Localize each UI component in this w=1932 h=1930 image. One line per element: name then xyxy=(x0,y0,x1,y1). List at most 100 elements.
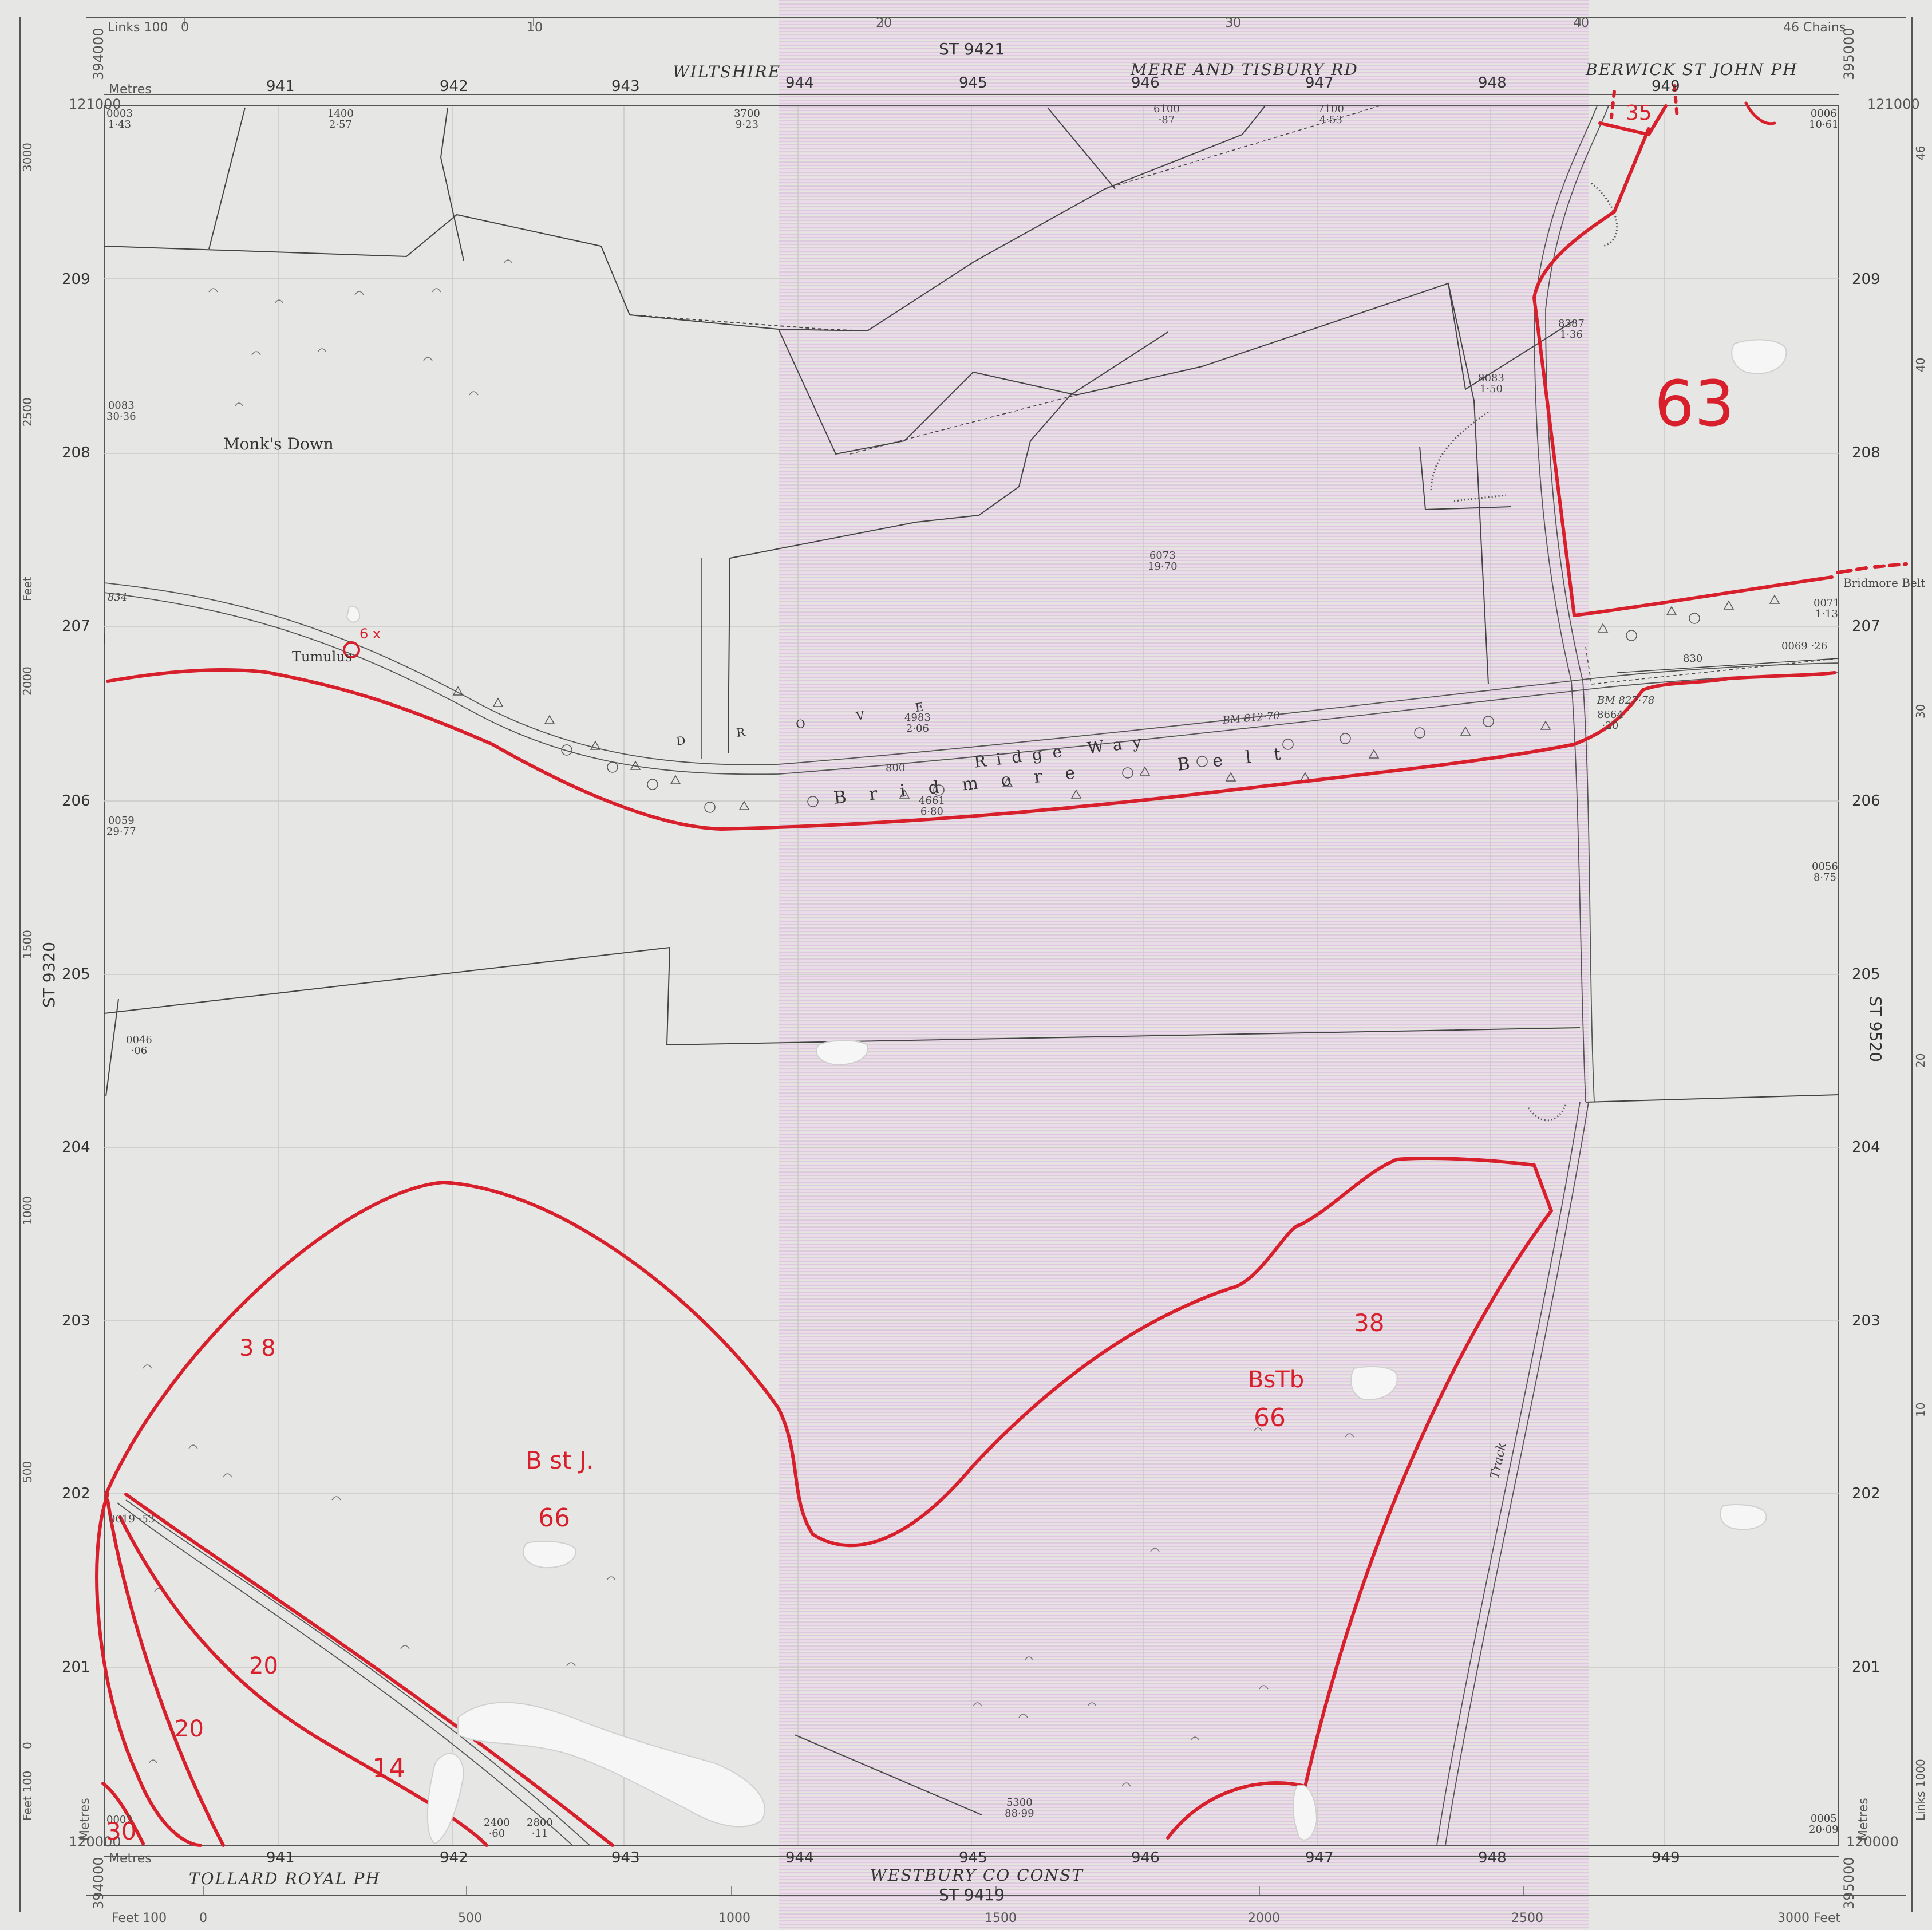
northing-left-201: 201 xyxy=(62,1659,90,1676)
easting-bottom-944: 944 xyxy=(785,1849,814,1866)
parcel-4983: 4983 2·06 xyxy=(904,712,931,735)
chains-label: 46 Chains xyxy=(1783,21,1846,35)
easting-bottom-946: 946 xyxy=(1131,1849,1160,1866)
parcel-1400: 1400 2·57 xyxy=(327,108,354,131)
annotation-38-right: 38 xyxy=(1354,1309,1385,1337)
metres-label-left: Metres xyxy=(78,1798,92,1841)
header-parish: BERWICK ST JOHN PH xyxy=(1586,60,1798,79)
right-chains-46: 46 xyxy=(1914,145,1927,160)
northing-left-207: 207 xyxy=(62,618,90,635)
top-sheet-ref: ST 9421 xyxy=(939,40,1005,58)
right-chains-10: 10 xyxy=(1914,1402,1927,1417)
easting-top-942: 942 xyxy=(440,78,468,95)
links-label: Links 100 xyxy=(108,21,168,35)
easting-bottom-941: 941 xyxy=(266,1849,295,1866)
easting-bottom-943: 943 xyxy=(611,1849,640,1866)
annotation-bstj: B st J. xyxy=(526,1446,594,1474)
parcel-8387: 8387 1·36 xyxy=(1558,318,1585,341)
parcel-0069: 0069 ·26 xyxy=(1781,640,1828,652)
top-link-tick-10: 10 xyxy=(527,21,543,35)
parcel-0006: 0006 10·61 xyxy=(1809,108,1839,131)
easting-top-945: 945 xyxy=(959,74,987,92)
annotation-bstb: BsTb xyxy=(1248,1367,1305,1393)
northing-right-203: 203 xyxy=(1852,1312,1880,1329)
parcel-0019: 0019 ·53 xyxy=(109,1513,155,1525)
easting-top-943: 943 xyxy=(611,78,640,95)
corner-top-right-easting: 395000 xyxy=(1841,27,1857,80)
rough-grassland xyxy=(143,259,1354,1787)
left-feet-feet-label: Feet xyxy=(21,577,34,601)
right-chains-20: 20 xyxy=(1914,1053,1927,1068)
parcel-0005: 0005 20·09 xyxy=(1809,1813,1839,1836)
top-link-tick-30: 30 xyxy=(1225,16,1241,30)
metres-label-bottom: Metres xyxy=(109,1852,152,1866)
footer-constituency: WESTBURY CO CONST xyxy=(870,1866,1084,1885)
corner-bottom-right-easting: 395000 xyxy=(1841,1857,1857,1909)
right-sheet-ref: ST 9520 xyxy=(1866,996,1885,1063)
parcel-5300: 5300 88·99 xyxy=(1005,1797,1034,1820)
header-district: MERE AND TISBURY RD xyxy=(1131,60,1358,79)
annotation-35: 35 xyxy=(1626,101,1652,125)
place-tumulus: Tumulus xyxy=(292,649,353,665)
easting-bottom-942: 942 xyxy=(440,1849,468,1866)
bottom-feet-1500: 1500 xyxy=(985,1911,1017,1925)
northing-left-208: 208 xyxy=(62,444,90,461)
footer-parish: TOLLARD ROYAL PH xyxy=(189,1869,381,1888)
parcel-0083: 0083 30·36 xyxy=(106,400,136,423)
northing-right-202: 202 xyxy=(1852,1485,1880,1502)
woodland xyxy=(452,594,1780,813)
right-chains-0: 0 xyxy=(1914,1759,1927,1766)
parcel-7100: 7100 4·53 xyxy=(1318,103,1344,126)
northing-right-206: 206 xyxy=(1852,792,1880,810)
northing-right-205: 205 xyxy=(1852,966,1880,983)
red-boundaries xyxy=(95,84,1908,1847)
corner-bottom-left-easting: 394000 xyxy=(90,1857,106,1909)
easting-top-949: 949 xyxy=(1652,78,1680,95)
bottom-feet-500: 500 xyxy=(458,1911,482,1925)
corner-top-right-northing: 121000 xyxy=(1867,96,1920,112)
parcel-8083: 8083 1·50 xyxy=(1478,372,1504,395)
left-feet-1000: 1000 xyxy=(21,1196,34,1225)
left-feet-2000: 2000 xyxy=(21,666,34,696)
northing-left-204: 204 xyxy=(62,1139,90,1156)
easting-top-948: 948 xyxy=(1478,74,1507,92)
parcel-0046: 0046·06 xyxy=(126,1034,152,1057)
annotation-66-left: 66 xyxy=(538,1503,570,1533)
left-feet-0: 0 xyxy=(21,1742,34,1749)
bottom-feet-1000: 1000 xyxy=(718,1911,750,1925)
annotation-14: 14 xyxy=(372,1753,406,1783)
parcel-6073: 6073 19·70 xyxy=(1148,550,1178,573)
parcel-2400: 2400·60 xyxy=(484,1817,510,1840)
northing-left-205: 205 xyxy=(62,966,90,983)
left-feet-2500: 2500 xyxy=(21,397,34,427)
spot-height-800: 800 xyxy=(886,762,906,774)
corner-top-left-easting: 394000 xyxy=(90,27,106,80)
parcel-0002: 0002 xyxy=(106,1814,133,1826)
bottom-feet-0: 0 xyxy=(199,1911,207,1925)
corner-bottom-right-northing: 120000 xyxy=(1846,1834,1899,1850)
northing-left-203: 203 xyxy=(62,1312,90,1329)
scan-strip xyxy=(779,0,1589,1930)
metres-label-right: Metres xyxy=(1856,1798,1871,1841)
annotation-63: 63 xyxy=(1654,367,1735,440)
parcel-6100: 6100·87 xyxy=(1153,103,1180,126)
bottom-feet-3000: 3000 Feet xyxy=(1777,1911,1841,1925)
northing-right-208: 208 xyxy=(1852,444,1880,461)
parcel-3700: 3700 9·23 xyxy=(734,108,760,131)
place-bridmore-belt: Bridmore Belt xyxy=(1843,576,1926,590)
easting-bottom-947: 947 xyxy=(1305,1849,1334,1866)
spot-height-830: 830 xyxy=(1683,653,1703,665)
bottom-feet-2500: 2500 xyxy=(1511,1911,1543,1925)
parcel-4661: 4661 6·80 xyxy=(919,795,945,818)
northing-left-206: 206 xyxy=(62,792,90,810)
left-feet-500: 500 xyxy=(21,1461,34,1483)
northing-left-209: 209 xyxy=(62,271,90,288)
top-link-tick-0: 0 xyxy=(181,21,189,35)
northing-right-201: 201 xyxy=(1852,1659,1880,1676)
easting-bottom-945: 945 xyxy=(959,1849,987,1866)
northing-right-209: 209 xyxy=(1852,271,1880,288)
annotation-20-upper: 20 xyxy=(249,1653,278,1679)
header-county: WILTSHIRE xyxy=(673,62,781,81)
northing-right-207: 207 xyxy=(1852,618,1880,635)
right-chains-40: 40 xyxy=(1914,357,1927,372)
